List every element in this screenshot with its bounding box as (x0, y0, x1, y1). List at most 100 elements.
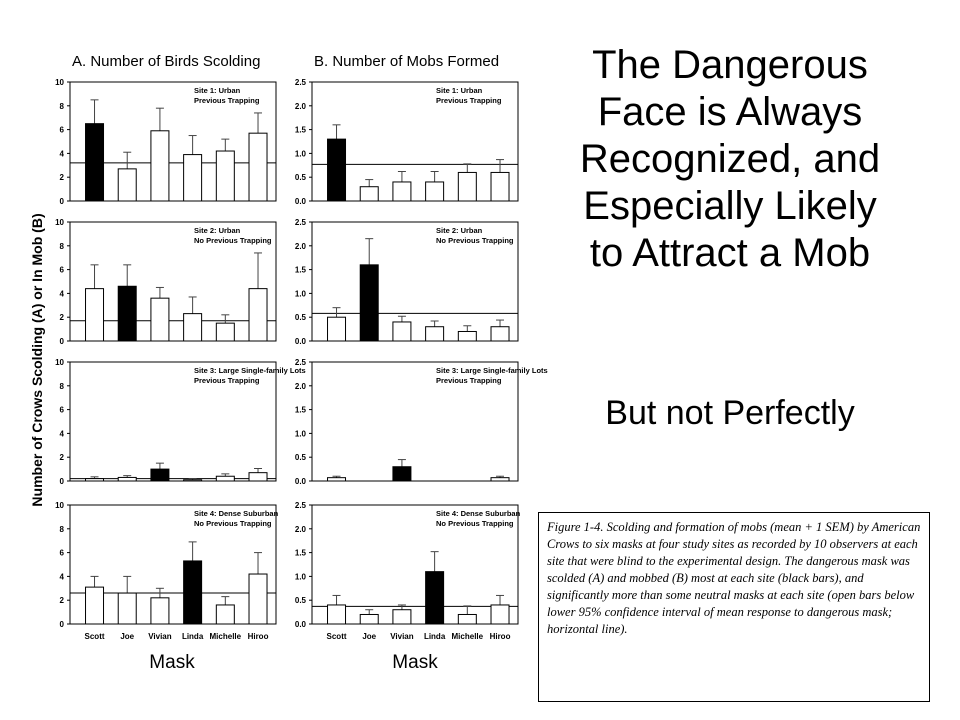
bar-neutral (117, 168, 137, 202)
bar-neutral (85, 478, 105, 482)
site-label: Site 3: Large Single-family Lots (436, 366, 548, 375)
x-tick-label: Scott (327, 632, 347, 641)
site-label: Site 1: Urban (436, 86, 483, 95)
plot-frame (311, 81, 519, 202)
bar-neutral (392, 181, 412, 202)
y-tick-label: 0.5 (295, 453, 307, 462)
y-tick-label: 0 (60, 620, 65, 629)
y-tick-label: 1.5 (295, 406, 307, 415)
site-label: Site 2: Urban (194, 226, 241, 235)
chart-panel: 0.0 0.5 1.0 1.5 2.0 2.5 Scott Joe Vivian Linda Mic… (295, 501, 521, 641)
chart-panel: 0.0 0.5 1.0 1.5 2.0 2.5 Site 1: UrbanPrevious … (295, 78, 519, 206)
bar-neutral (490, 477, 510, 482)
title-line: Especially Likely (583, 184, 877, 228)
bar-neutral (117, 476, 137, 482)
site-label: Previous Trapping (436, 376, 502, 385)
y-tick-label: 6 (60, 266, 65, 275)
chart-panel: 0 2 4 6 8 10 Scott Joe Vivian Linda Michelle Hiroo S… (55, 501, 279, 641)
x-tick-label: Scott (85, 632, 105, 641)
bar-neutral (215, 475, 235, 482)
x-tick-label: Joe (120, 632, 134, 641)
y-axis-label: Number of Crows Scolding (A) or In Mob (… (29, 213, 45, 506)
site-label: Site 4: Dense Suburban (194, 509, 279, 518)
bar-dangerous (392, 466, 412, 482)
y-tick-label: 4 (60, 149, 65, 158)
site-label: No Previous Trapping (436, 236, 514, 245)
y-tick-label: 0 (60, 197, 65, 206)
bar-neutral (150, 597, 170, 625)
x-tick-label: Vivian (148, 632, 172, 641)
y-tick-label: 1.0 (295, 289, 307, 298)
bar-neutral (183, 479, 203, 482)
y-tick-label: 0.0 (295, 337, 307, 346)
y-tick-label: 2.0 (295, 102, 307, 111)
title-line: Face is Always (597, 90, 863, 134)
y-tick-label: 10 (55, 218, 64, 227)
y-tick-label: 1.5 (295, 266, 307, 275)
x-axis-label-a: Mask (149, 652, 195, 673)
bar-dangerous (85, 123, 105, 202)
site-label: No Previous Trapping (436, 519, 514, 528)
y-tick-label: 8 (60, 102, 65, 111)
x-tick-label: Joe (362, 632, 376, 641)
y-tick-label: 0.0 (295, 197, 307, 206)
bar-dangerous (359, 264, 379, 342)
bar-neutral (327, 477, 347, 482)
bar-neutral (359, 186, 379, 202)
chart-panel: 0 2 4 6 8 10 Site 3: Large Single-family LotsP… (55, 358, 306, 486)
x-tick-label: Linda (182, 632, 204, 641)
plot-frame (69, 504, 277, 625)
y-tick-label: 6 (60, 126, 65, 135)
y-tick-label: 4 (60, 429, 65, 438)
bar-neutral (150, 130, 170, 202)
bar-neutral (425, 181, 445, 202)
y-tick-label: 2 (60, 313, 65, 322)
bar-neutral (215, 150, 235, 202)
x-tick-label: Michelle (452, 632, 484, 641)
bar-neutral (327, 316, 347, 342)
site-label: No Previous Trapping (194, 519, 272, 528)
y-tick-label: 2 (60, 596, 65, 605)
y-tick-label: 0.0 (295, 620, 307, 629)
y-tick-label: 6 (60, 406, 65, 415)
bar-neutral (457, 330, 477, 342)
y-tick-label: 2 (60, 173, 65, 182)
bar-neutral (248, 573, 268, 625)
y-tick-label: 0 (60, 337, 65, 346)
bar-neutral (183, 313, 203, 342)
bar-neutral (248, 472, 268, 482)
x-tick-label: Linda (424, 632, 446, 641)
y-tick-label: 2 (60, 453, 65, 462)
y-tick-label: 1.0 (295, 429, 307, 438)
y-tick-label: 0.5 (295, 173, 307, 182)
y-tick-label: 0.5 (295, 313, 307, 322)
plot-frame (311, 504, 519, 625)
y-tick-label: 8 (60, 242, 65, 251)
bar-neutral (215, 322, 235, 342)
y-tick-label: 2.0 (295, 382, 307, 391)
y-tick-label: 1.5 (295, 126, 307, 135)
bar-neutral (215, 604, 235, 625)
x-tick-label: Hiroo (248, 632, 269, 641)
y-tick-label: 4 (60, 572, 65, 581)
y-tick-label: 2.5 (295, 501, 307, 510)
y-tick-label: 1.0 (295, 149, 307, 158)
plot-frame (311, 221, 519, 342)
plot-frame (69, 221, 277, 342)
y-tick-label: 1.0 (295, 572, 307, 581)
x-tick-label: Hiroo (490, 632, 511, 641)
y-tick-label: 4 (60, 289, 65, 298)
plot-frame (311, 361, 519, 482)
bar-dangerous (117, 285, 137, 342)
site-label: Previous Trapping (194, 96, 260, 105)
bar-neutral (248, 132, 268, 202)
bar-neutral (85, 586, 105, 625)
y-tick-label: 10 (55, 358, 64, 367)
bar-dangerous (183, 560, 203, 625)
bar-neutral (183, 154, 203, 202)
bar-neutral (150, 297, 170, 342)
y-tick-label: 8 (60, 525, 65, 534)
